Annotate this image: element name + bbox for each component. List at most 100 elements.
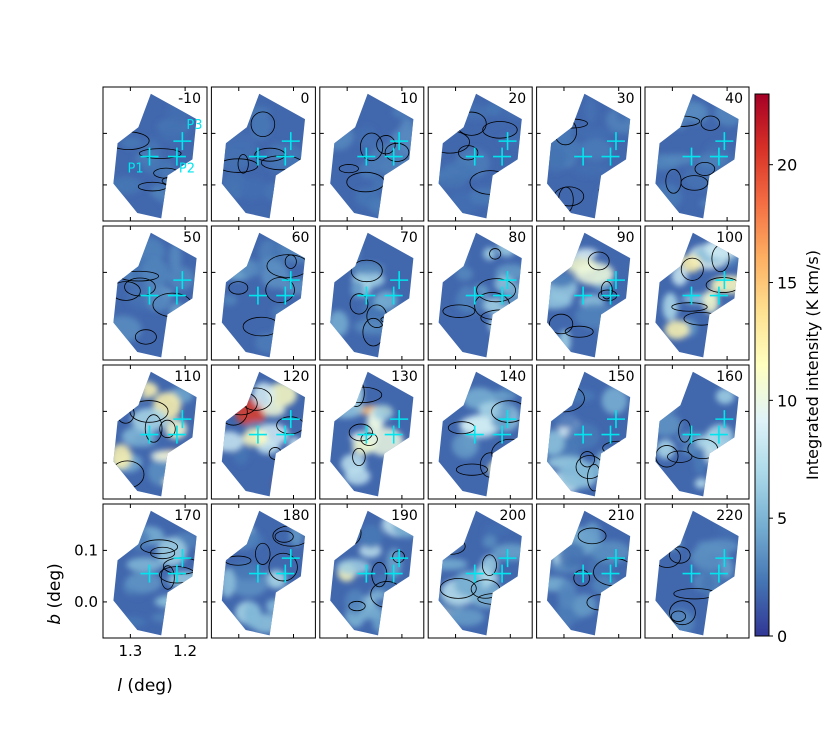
emission-blob [113,315,142,343]
panel-frame [644,225,750,361]
contour-line [376,135,396,155]
marker-label: P3 [186,118,202,133]
marker-label: P1 [128,162,144,177]
velocity-label: 20 [508,91,526,107]
emission-blob [601,320,631,350]
velocity-label: 200 [499,508,526,524]
emission-blob [459,416,497,435]
emission-blob [350,262,386,275]
emission-blob [483,524,510,537]
emission-blob [266,599,281,614]
panel-frame [319,364,425,500]
emission-blob [720,441,739,472]
contour-line [491,438,522,468]
channel-panel: 80 [427,225,533,361]
emission-blob [488,459,513,478]
colorbar-ticks: 0 5 10 15 20 [769,156,797,646]
emission-blob [550,95,570,120]
emission-blob [591,540,631,564]
velocity-label: 140 [499,369,526,385]
emission-blob [276,593,290,614]
contour-line [384,142,410,162]
channel-panel: 100 [644,225,750,361]
emission-blob [547,430,565,456]
colorbar-label: Integrated intensity (K km/s) [803,250,822,480]
channel-panel: 10 [319,86,425,222]
contour-line [476,278,516,303]
emission-blob [579,138,614,161]
emission-blob [288,436,302,456]
emission-blob [583,96,597,124]
emission-blob [722,184,739,198]
contour-line [700,115,721,131]
emission-blob [125,571,162,594]
contour-line [124,277,156,297]
channel-panel: 180 [210,503,316,639]
contour-line [349,293,369,315]
emission-blob [655,413,682,437]
channel-panel: 50 [102,225,208,361]
emission-blob [671,265,688,286]
emission-blob [272,303,291,320]
emission-blob [378,200,410,212]
emission-blob [453,570,483,597]
emission-blob [551,246,576,263]
emission-blob [613,180,629,197]
contour-line [670,610,687,622]
contour-line [549,313,574,335]
contour-line [667,450,693,463]
emission-blob [352,438,374,456]
emission-blob [221,132,256,154]
axes-labels: b (deg) l (deg) [45,563,173,696]
emission-blob [129,528,151,552]
emission-blob [655,516,684,538]
emission-blob [660,535,683,551]
emission-blob [154,595,186,609]
x-tick-label: 1.2 [173,642,197,660]
channel-panel: -10 P1 P2 P3 [102,86,208,222]
emission-blob [715,388,735,405]
emission-blob [553,521,567,542]
emission-blob [369,589,387,601]
contour-line [680,175,709,191]
contour-line [274,530,294,543]
emission-blob [486,101,503,117]
velocity-label: 210 [608,508,635,524]
emission-blob [655,531,682,545]
contour-line [150,546,176,560]
emission-blob [252,382,276,409]
panel-frame [210,364,316,500]
emission-blob [221,385,237,408]
emission-blob [239,259,262,278]
emission-blob [280,278,305,295]
contour-line [352,447,366,467]
contour-line [678,419,692,443]
contour-line [144,414,163,443]
panel-frame [427,364,533,500]
emission-blob [655,183,683,211]
channel-panel: 40 [644,86,750,222]
emission-blob [438,558,468,571]
emission-blob [244,602,261,629]
emission-blob [498,133,522,147]
contour-line [680,257,704,281]
velocity-label: 110 [174,369,201,385]
emission-blob [482,535,497,549]
emission-blob [699,197,736,210]
velocity-label: 50 [183,230,201,246]
emission-blob [547,146,567,173]
velocity-label: 40 [725,91,743,107]
emission-blob [372,404,394,421]
panel-frame [210,225,316,361]
contour-line [455,463,488,476]
emission-blob [169,302,186,320]
emission-blob [368,197,396,216]
contour-line [113,281,141,301]
emission-blob [230,561,266,580]
panel-frame [102,86,208,222]
panel-frame [319,86,425,222]
emission-blob [330,399,364,419]
channel-panel: 60 [210,225,316,361]
emission-blob [451,245,467,268]
colorbar-tick-label: 15 [777,274,797,293]
